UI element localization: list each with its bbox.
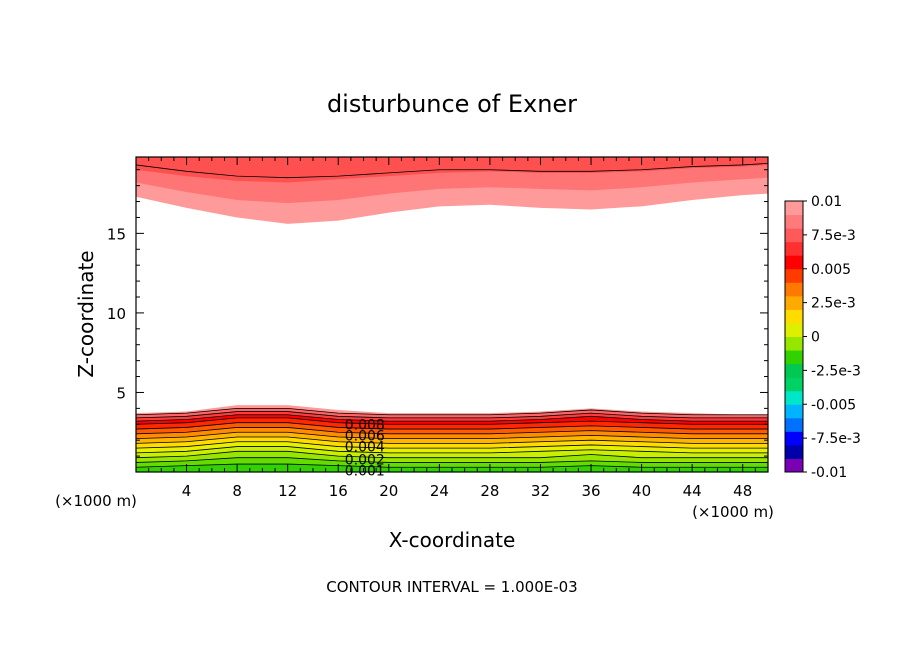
contour-line — [136, 431, 768, 439]
colorbar-segment — [785, 295, 803, 310]
x-tick-label: 4 — [182, 482, 192, 500]
colorbar-label: -0.005 — [811, 397, 856, 413]
x-tick-label: 24 — [430, 482, 449, 500]
x-tick-label: 32 — [531, 482, 550, 500]
colorbar-segment — [785, 377, 803, 392]
contour-line — [136, 436, 768, 444]
colorbar-segment — [785, 282, 803, 297]
x-tick-label: 36 — [581, 482, 600, 500]
contour-line — [136, 422, 768, 430]
y-axis-label: Z-coordinate — [74, 250, 98, 377]
contour-interval-note: CONTOUR INTERVAL = 1.000E-03 — [326, 578, 577, 596]
colorbar — [784, 200, 804, 473]
contour-line — [136, 457, 768, 463]
colorbar-segment — [785, 268, 803, 283]
colorbar-segment — [785, 350, 803, 365]
colorbar-label: 0.005 — [811, 262, 851, 278]
y-tick-label: 10 — [107, 305, 126, 323]
x-tick-label: 44 — [683, 482, 702, 500]
colorbar-segment — [785, 214, 803, 229]
x-tick-label: 20 — [379, 482, 398, 500]
x-tick-label: 28 — [480, 482, 499, 500]
x-tick-label: 40 — [632, 482, 651, 500]
x-tick-labels: 4 8 12 16 20 24 28 32 36 40 44 48 — [182, 482, 752, 500]
contour-line — [136, 441, 768, 449]
colorbar-labels: 0.01 7.5e-3 0.005 2.5e-3 0 -2.5e-3 -0.005 -7.5e… — [803, 194, 861, 481]
contour-label: 0.008 — [345, 417, 385, 433]
axis-ticks — [136, 157, 768, 472]
y-tick-label: 15 — [107, 225, 126, 243]
x-unit-right: (×1000 m) — [692, 503, 774, 521]
contour-line — [136, 417, 768, 425]
contour-line — [136, 162, 768, 179]
colorbar-label: 2.5e-3 — [811, 296, 856, 312]
colorbar-segment — [785, 390, 803, 405]
contour-line — [136, 450, 768, 459]
colorbar-label: -0.01 — [811, 465, 847, 481]
x-tick-label: 12 — [278, 482, 297, 500]
colorbar-segment — [785, 444, 803, 459]
colorbar-label: -2.5e-3 — [811, 363, 861, 379]
colorbar-segment — [785, 336, 803, 351]
colorbar-label: 0.01 — [811, 194, 842, 210]
y-tick-label: 5 — [116, 384, 126, 402]
colorbar-segment — [785, 458, 803, 473]
colorbar-segment — [785, 255, 803, 270]
x-tick-label: 16 — [329, 482, 348, 500]
x-unit-left: (×1000 m) — [55, 492, 137, 510]
x-tick-label: 48 — [733, 482, 752, 500]
contour-label: 0.006 — [345, 428, 385, 444]
contour-label: 0.002 — [345, 452, 385, 468]
x-tick-label: 8 — [232, 482, 242, 500]
contour-line — [136, 446, 768, 454]
contour-label: 0.004 — [345, 440, 385, 456]
colorbar-segment — [785, 241, 803, 256]
colorbar-segment — [785, 322, 803, 337]
contour-line — [136, 407, 768, 416]
colorbar-label: 7.5e-3 — [811, 228, 856, 244]
contour-line — [136, 414, 768, 422]
colorbar-segment — [785, 228, 803, 243]
colorbar-segment — [785, 309, 803, 324]
chart-title: disturbunce of Exner — [327, 90, 577, 118]
colorbar-segment — [785, 431, 803, 446]
contour-lines — [136, 162, 768, 468]
colorbar-segment — [785, 363, 803, 378]
contour-line — [136, 463, 768, 468]
colorbar-segment — [785, 404, 803, 419]
contour-line — [136, 411, 768, 419]
y-tick-labels: 5 10 15 — [107, 225, 126, 402]
x-axis-label: X-coordinate — [389, 528, 516, 552]
colorbar-label: 0 — [811, 330, 820, 346]
colorbar-label: -7.5e-3 — [811, 431, 861, 447]
colorbar-segment — [785, 417, 803, 432]
colorbar-segment — [785, 201, 803, 216]
contour-line — [136, 427, 768, 435]
contour-bands — [136, 157, 768, 472]
